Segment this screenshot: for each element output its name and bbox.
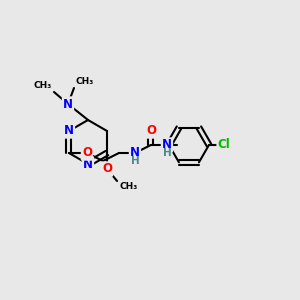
Text: CH₃: CH₃ bbox=[34, 81, 52, 90]
Text: N: N bbox=[83, 158, 93, 170]
Text: N: N bbox=[63, 98, 73, 110]
Text: O: O bbox=[82, 146, 92, 160]
Text: Cl: Cl bbox=[218, 139, 230, 152]
Text: H: H bbox=[163, 148, 171, 158]
Text: O: O bbox=[102, 163, 112, 176]
Text: CH₃: CH₃ bbox=[119, 182, 137, 191]
Text: H: H bbox=[130, 156, 139, 166]
Text: N: N bbox=[64, 124, 74, 137]
Text: CH₃: CH₃ bbox=[76, 77, 94, 86]
Text: O: O bbox=[146, 124, 156, 137]
Text: N: N bbox=[162, 139, 172, 152]
Text: N: N bbox=[130, 146, 140, 160]
